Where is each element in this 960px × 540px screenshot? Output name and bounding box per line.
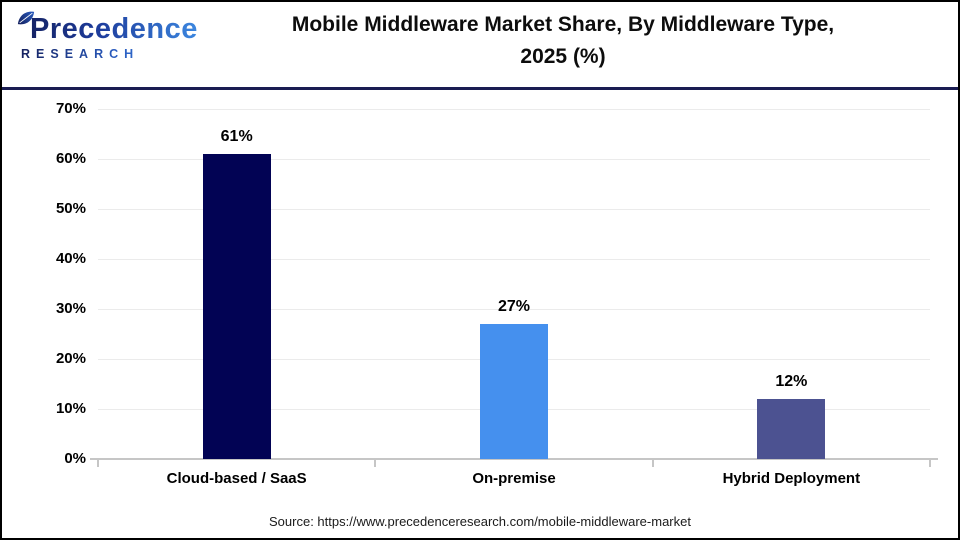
y-axis-label-40%: 40% bbox=[55, 250, 86, 267]
x-axis-tick bbox=[651, 460, 654, 467]
header: Precedence RESEARCH Mobile Middleware Ma… bbox=[2, 2, 958, 90]
precedence-research-logo: Precedence RESEARCH bbox=[17, 11, 198, 61]
y-axis-label-20%: 20% bbox=[55, 350, 86, 367]
y-axis-label-30%: 30% bbox=[55, 300, 86, 317]
value-label-Hybrid Deployment: 12% bbox=[775, 373, 808, 390]
x-axis-tick bbox=[374, 460, 377, 467]
logo-name: Precedence bbox=[30, 13, 198, 45]
bar-Cloud-based / SaaS bbox=[202, 154, 271, 459]
gridline-50% bbox=[98, 209, 930, 210]
x-axis-tick bbox=[97, 460, 99, 467]
gridline-60% bbox=[98, 159, 930, 160]
bar-On-premise bbox=[480, 324, 548, 459]
y-axis-label-60%: 60% bbox=[55, 150, 86, 167]
chart-title-line1: Mobile Middleware Market Share, By Middl… bbox=[291, 13, 835, 36]
x-axis-category-Hybrid Deployment: Hybrid Deployment bbox=[722, 470, 861, 487]
leaf-icon bbox=[17, 11, 35, 25]
logo-subtitle: RESEARCH bbox=[18, 48, 198, 61]
source-caption: Source: https://www.precedenceresearch.c… bbox=[269, 514, 691, 529]
x-axis-category-Cloud-based / SaaS: Cloud-based / SaaS bbox=[166, 470, 307, 487]
value-label-Cloud-based / SaaS: 61% bbox=[220, 128, 253, 145]
bar-Hybrid Deployment bbox=[757, 399, 826, 459]
x-axis-tick bbox=[929, 460, 931, 467]
chart-title: Mobile Middleware Market Share, By Middl… bbox=[180, 9, 946, 73]
gridline-70% bbox=[98, 109, 930, 110]
chart-title-line2: 2025 (%) bbox=[520, 45, 606, 68]
y-axis-label-10%: 10% bbox=[55, 400, 86, 417]
logo-wordmark: Precedence bbox=[17, 11, 198, 45]
y-axis-label-0%: 0% bbox=[64, 450, 86, 467]
x-axis-line bbox=[90, 458, 938, 460]
x-axis-category-On-premise: On-premise bbox=[472, 470, 556, 487]
y-axis-label-70%: 70% bbox=[55, 100, 86, 117]
value-label-On-premise: 27% bbox=[497, 298, 531, 315]
gridline-30% bbox=[98, 309, 930, 310]
y-axis-label-50%: 50% bbox=[55, 200, 86, 217]
gridline-40% bbox=[98, 259, 930, 260]
